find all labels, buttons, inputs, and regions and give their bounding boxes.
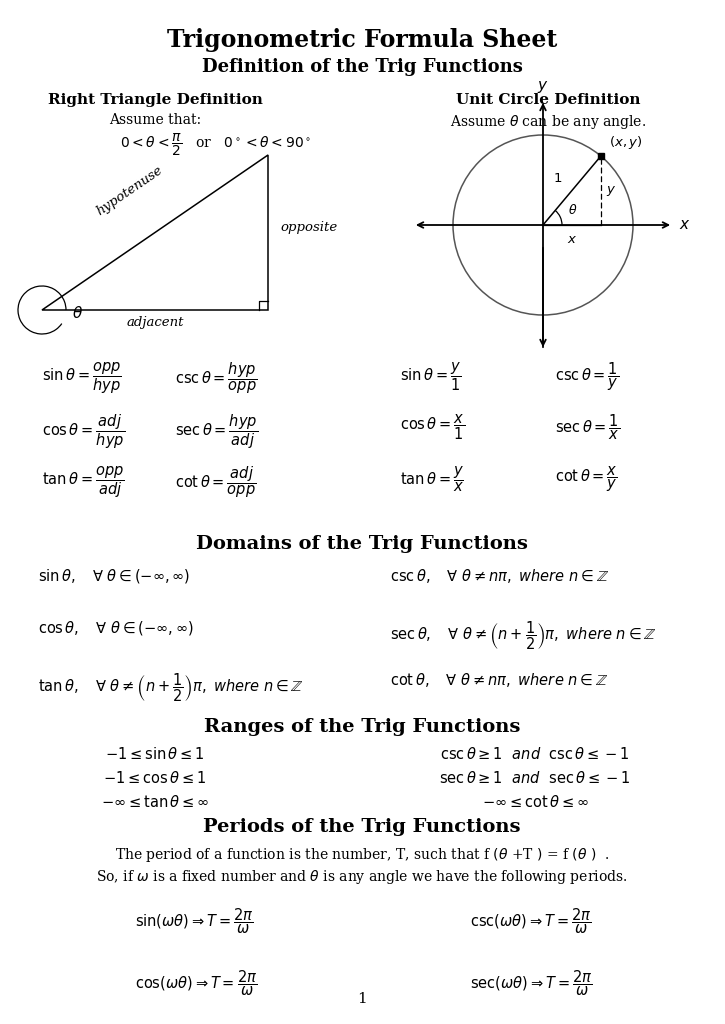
Text: $\sin\theta, \quad \forall\ \theta \in (-\infty, \infty)$: $\sin\theta, \quad \forall\ \theta \in (… bbox=[38, 567, 191, 585]
Text: 1: 1 bbox=[357, 992, 367, 1006]
Text: $-\infty \leq \cot\theta \leq \infty$: $-\infty \leq \cot\theta \leq \infty$ bbox=[481, 794, 589, 810]
Text: Ranges of the Trig Functions: Ranges of the Trig Functions bbox=[204, 718, 520, 736]
Text: $\sec\theta \geq 1\ \ and\ \ \sec\theta \leq -1$: $\sec\theta \geq 1\ \ and\ \ \sec\theta … bbox=[439, 770, 631, 786]
Text: $\tan\theta = \dfrac{opp}{adj}$: $\tan\theta = \dfrac{opp}{adj}$ bbox=[42, 464, 125, 500]
Text: $\cot\theta = \dfrac{adj}{opp}$: $\cot\theta = \dfrac{adj}{opp}$ bbox=[175, 464, 257, 500]
Text: $-\infty \leq \tan\theta \leq \infty$: $-\infty \leq \tan\theta \leq \infty$ bbox=[101, 794, 209, 810]
Text: $x$: $x$ bbox=[567, 233, 577, 246]
Text: $\tan\theta, \quad \forall\ \theta \neq \left(n + \dfrac{1}{2}\right)\pi,\ where: $\tan\theta, \quad \forall\ \theta \neq … bbox=[38, 671, 304, 703]
Text: $\theta$: $\theta$ bbox=[568, 203, 577, 217]
Text: Unit Circle Definition: Unit Circle Definition bbox=[456, 93, 640, 106]
Text: $\cot\theta, \quad \forall\ \theta \neq n\pi,\ where\ n \in \mathbb{Z}$: $\cot\theta, \quad \forall\ \theta \neq … bbox=[390, 671, 608, 689]
Text: $x$: $x$ bbox=[679, 218, 690, 232]
Text: adjacent: adjacent bbox=[126, 316, 183, 329]
Text: $\sec(\omega\theta) \Rightarrow T = \dfrac{2\pi}{\omega}$: $\sec(\omega\theta) \Rightarrow T = \dfr… bbox=[470, 968, 592, 997]
Text: So, if $\omega$ is a fixed number and $\theta$ is any angle we have the followin: So, if $\omega$ is a fixed number and $\… bbox=[96, 868, 628, 886]
Text: $\cos\theta, \quad \forall\ \theta \in (-\infty, \infty)$: $\cos\theta, \quad \forall\ \theta \in (… bbox=[38, 618, 194, 637]
Text: $\cos\theta = \dfrac{x}{1}$: $\cos\theta = \dfrac{x}{1}$ bbox=[400, 412, 465, 441]
Text: hypotenuse: hypotenuse bbox=[94, 164, 165, 218]
Text: $\sin\theta = \dfrac{opp}{hyp}$: $\sin\theta = \dfrac{opp}{hyp}$ bbox=[42, 360, 122, 395]
Text: Domains of the Trig Functions: Domains of the Trig Functions bbox=[196, 535, 528, 553]
Text: $-1 \leq \sin\theta \leq 1$: $-1 \leq \sin\theta \leq 1$ bbox=[105, 746, 204, 762]
Text: $\sin\theta = \dfrac{y}{1}$: $\sin\theta = \dfrac{y}{1}$ bbox=[400, 360, 462, 392]
Text: $\csc(\omega\theta) \Rightarrow T = \dfrac{2\pi}{\omega}$: $\csc(\omega\theta) \Rightarrow T = \dfr… bbox=[470, 906, 592, 936]
Text: $\sec\theta = \dfrac{hyp}{adj}$: $\sec\theta = \dfrac{hyp}{adj}$ bbox=[175, 412, 258, 451]
Text: $\tan\theta = \dfrac{y}{x}$: $\tan\theta = \dfrac{y}{x}$ bbox=[400, 464, 464, 494]
Text: $\sec\theta, \quad \forall\ \theta \neq \left(n + \dfrac{1}{2}\right)\pi,\ where: $\sec\theta, \quad \forall\ \theta \neq … bbox=[390, 618, 657, 651]
Text: $\csc\theta, \quad \forall\ \theta \neq n\pi,\ where\ n \in \mathbb{Z}$: $\csc\theta, \quad \forall\ \theta \neq … bbox=[390, 567, 610, 585]
Text: Trigonometric Formula Sheet: Trigonometric Formula Sheet bbox=[167, 28, 557, 52]
Text: Periods of the Trig Functions: Periods of the Trig Functions bbox=[203, 818, 521, 836]
Text: Assume $\theta$ can be any angle.: Assume $\theta$ can be any angle. bbox=[450, 113, 646, 131]
Text: $y$: $y$ bbox=[606, 183, 616, 198]
Text: $\cos(\omega\theta) \Rightarrow T = \dfrac{2\pi}{\omega}$: $\cos(\omega\theta) \Rightarrow T = \dfr… bbox=[135, 968, 257, 997]
Text: $\csc\theta \geq 1\ \ and\ \ \csc\theta \leq -1$: $\csc\theta \geq 1\ \ and\ \ \csc\theta … bbox=[440, 746, 630, 762]
Text: $\cos\theta = \dfrac{adj}{hyp}$: $\cos\theta = \dfrac{adj}{hyp}$ bbox=[42, 412, 125, 451]
Text: Right Triangle Definition: Right Triangle Definition bbox=[48, 93, 262, 106]
Text: Assume that:: Assume that: bbox=[109, 113, 201, 127]
Text: $\theta$: $\theta$ bbox=[72, 305, 83, 321]
Text: $\sec\theta = \dfrac{1}{x}$: $\sec\theta = \dfrac{1}{x}$ bbox=[555, 412, 621, 441]
Text: $\csc\theta = \dfrac{hyp}{opp}$: $\csc\theta = \dfrac{hyp}{opp}$ bbox=[175, 360, 257, 395]
Text: opposite: opposite bbox=[280, 221, 337, 234]
Text: The period of a function is the number, T, such that f $(\theta$ +T $)$ = f $(\t: The period of a function is the number, … bbox=[115, 846, 609, 864]
Text: $y$: $y$ bbox=[537, 79, 549, 95]
Text: $\sin(\omega\theta) \Rightarrow T = \dfrac{2\pi}{\omega}$: $\sin(\omega\theta) \Rightarrow T = \dfr… bbox=[135, 906, 254, 936]
Text: $-1 \leq \cos\theta \leq 1$: $-1 \leq \cos\theta \leq 1$ bbox=[104, 770, 207, 786]
Text: $(x, y)$: $(x, y)$ bbox=[609, 134, 642, 152]
Text: $\csc\theta = \dfrac{1}{y}$: $\csc\theta = \dfrac{1}{y}$ bbox=[555, 360, 619, 392]
Text: Definition of the Trig Functions: Definition of the Trig Functions bbox=[202, 58, 523, 76]
Text: $\cot\theta = \dfrac{x}{y}$: $\cot\theta = \dfrac{x}{y}$ bbox=[555, 464, 618, 494]
Text: $1$: $1$ bbox=[552, 172, 562, 184]
Text: $0 < \theta < \dfrac{\pi}{2}$   or   $0^\circ < \theta < 90^\circ$: $0 < \theta < \dfrac{\pi}{2}$ or $0^\cir… bbox=[120, 132, 311, 159]
